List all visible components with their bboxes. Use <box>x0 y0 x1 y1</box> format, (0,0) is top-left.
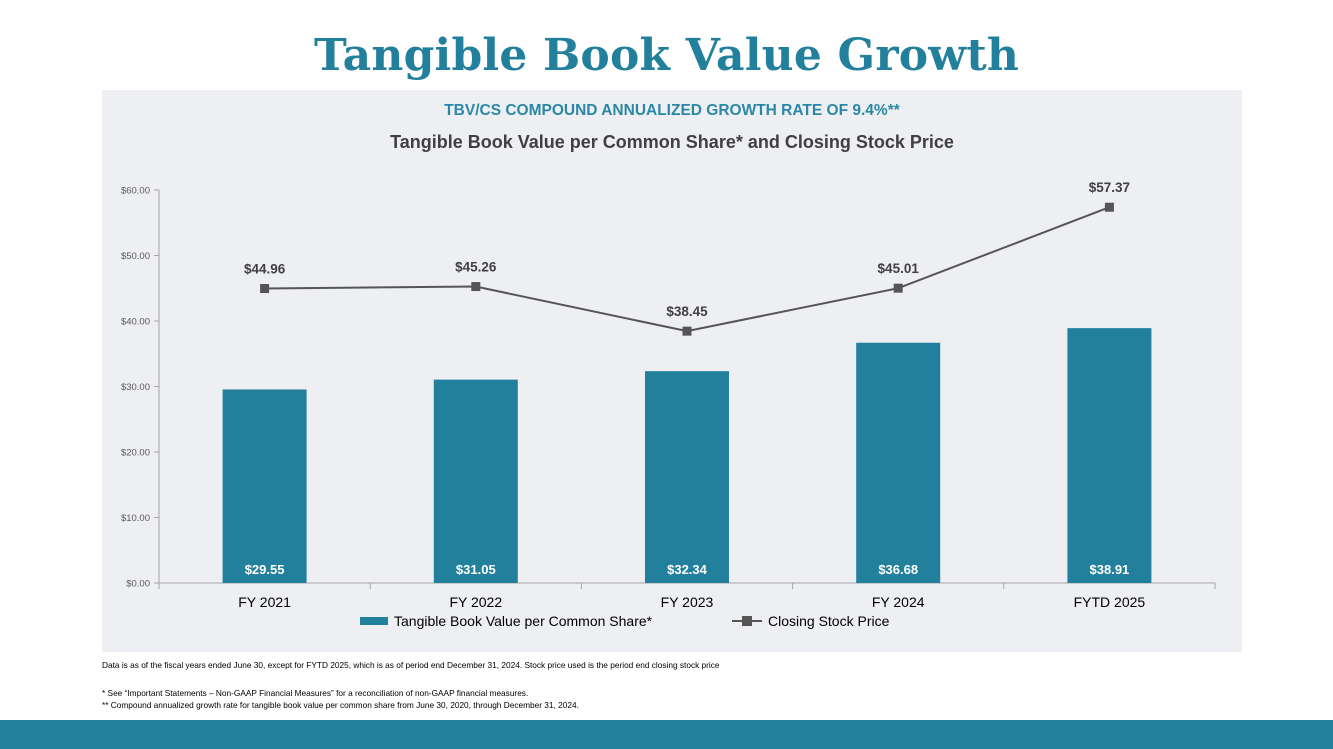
legend-label-stock-price: Closing Stock Price <box>768 613 890 629</box>
chart-legend: Tangible Book Value per Common Share* Cl… <box>102 613 1242 631</box>
stock-price-marker <box>260 284 270 294</box>
tbv-bar-label: $38.91 <box>1090 562 1130 577</box>
tbv-bar <box>222 389 307 583</box>
chart-panel: TBV/CS COMPOUND ANNUALIZED GROWTH RATE O… <box>102 90 1242 652</box>
tbv-bar <box>433 379 518 583</box>
stock-price-marker <box>1104 202 1114 212</box>
tbv-bar <box>856 342 941 583</box>
tbv-bar-label: $31.05 <box>456 562 496 577</box>
legend-item-tbv: Tangible Book Value per Common Share* <box>360 613 652 629</box>
footer-band <box>0 720 1333 749</box>
chart-subtitle: TBV/CS COMPOUND ANNUALIZED GROWTH RATE O… <box>444 102 900 119</box>
legend-label-tbv: Tangible Book Value per Common Share* <box>394 613 653 629</box>
stock-price-marker <box>893 283 903 293</box>
data-note: Data is as of the fiscal years ended Jun… <box>102 660 720 670</box>
x-tick-label: FY 2024 <box>872 594 925 610</box>
tbv-bar <box>645 371 729 583</box>
y-tick-label: $20.00 <box>121 448 150 459</box>
stock-price-label: $45.26 <box>455 260 497 275</box>
y-tick-label: $0.00 <box>126 579 150 590</box>
y-tick-label: $30.00 <box>121 382 150 393</box>
tbv-bar-label: $32.34 <box>667 562 708 577</box>
y-tick-label: $40.00 <box>121 317 150 328</box>
footnote-non-gaap: * See “Important Statements – Non-GAAP F… <box>102 688 529 698</box>
tbv-bar-label: $29.55 <box>245 562 285 577</box>
combo-chart: $0.00 $10.00 $20.00 $30.00 $40.00 $50.00 $60.0… <box>121 180 1216 610</box>
x-tick-label: FY 2023 <box>661 594 714 610</box>
legend-item-stock-price: Closing Stock Price <box>732 613 889 629</box>
stock-price-label: $44.96 <box>244 262 286 277</box>
x-tick-label: FY 2022 <box>449 594 502 610</box>
tbv-bar <box>1067 328 1152 583</box>
legend-bar-swatch <box>360 617 388 625</box>
y-tick-label: $60.00 <box>121 186 150 197</box>
y-tick-label: $50.00 <box>121 251 150 262</box>
page-title: Tangible Book Value Growth <box>313 30 1020 81</box>
x-tick-label: FY 2021 <box>238 594 291 610</box>
stock-price-label: $57.37 <box>1089 180 1130 195</box>
stock-price-label: $45.01 <box>878 261 920 276</box>
chart-title: Tangible Book Value per Common Share* an… <box>390 132 954 152</box>
stock-price-marker <box>682 326 692 336</box>
y-tick-label: $10.00 <box>121 513 150 524</box>
stock-price-marker <box>471 282 481 292</box>
footnote-cagr: ** Compound annualized growth rate for t… <box>102 700 579 710</box>
stock-price-label: $38.45 <box>666 304 708 319</box>
tbv-bar-label: $36.68 <box>878 562 918 577</box>
legend-line-swatch <box>732 615 762 627</box>
x-tick-label: FYTD 2025 <box>1074 594 1146 610</box>
